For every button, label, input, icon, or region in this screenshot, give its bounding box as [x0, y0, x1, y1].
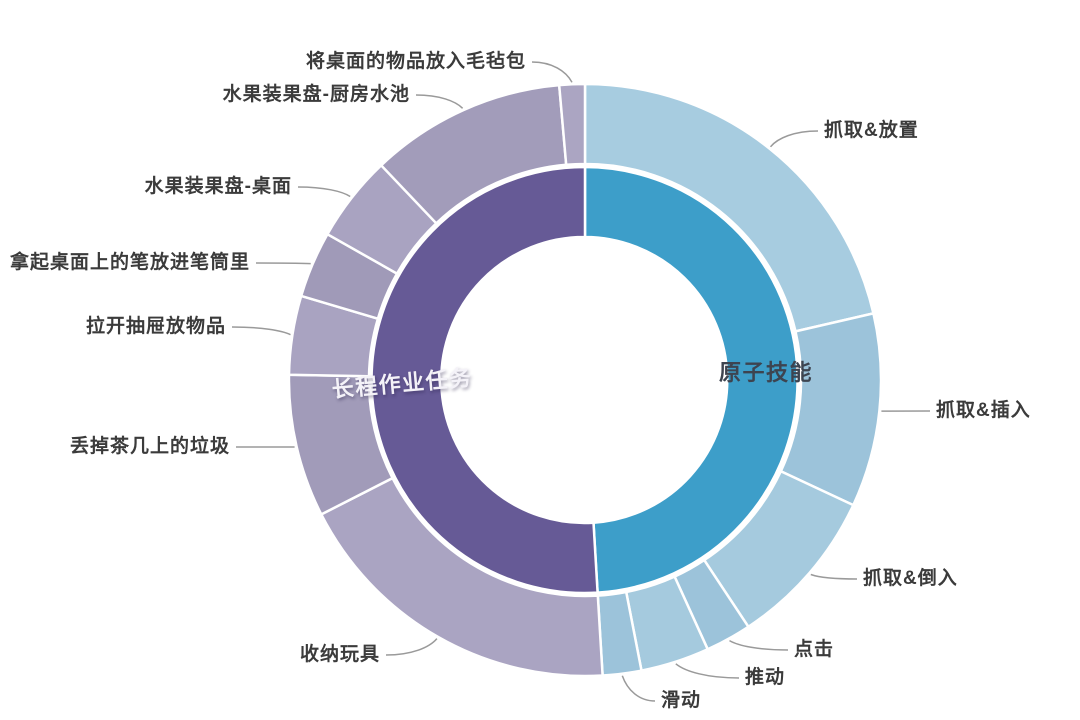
- leader-line-push: [675, 663, 740, 679]
- segment-label-put-pen-into-holder: 拿起桌面上的笔放进笔筒里: [9, 252, 250, 273]
- leader-line-fruit-plate-kitchen-sink: [415, 94, 464, 109]
- leader-line-click: [729, 639, 789, 651]
- inner-segment-long-horizon-tasks: [370, 165, 599, 595]
- leader-line-pick-and-pour: [810, 573, 858, 580]
- segment-label-fruit-plate-desktop: 水果装果盘-桌面: [144, 176, 292, 197]
- inner-segment-atomic-skills: [583, 165, 799, 594]
- segment-label-put-desktop-items-into-felt-bag: 将桌面的物品放入毛毡包: [305, 51, 526, 72]
- segment-label-slide: 滑动: [661, 690, 702, 711]
- segment-label-push: 推动: [745, 667, 786, 688]
- segment-label-store-toys: 收纳玩具: [299, 644, 380, 665]
- segment-label-open-drawer-put-items: 拉开抽屉放物品: [85, 316, 226, 337]
- leader-line-store-toys: [385, 638, 438, 656]
- segment-label-throw-trash-on-tea-table: 丢掉茶几上的垃圾: [69, 436, 230, 457]
- leader-line-put-pen-into-holder: [255, 262, 311, 265]
- segment-label-pick-and-pour: 抓取&倒入: [863, 568, 958, 589]
- leader-line-slide: [621, 675, 656, 702]
- segment-label-fruit-plate-kitchen-sink: 水果装果盘-厨房水池: [222, 84, 410, 105]
- segment-label-pick-and-insert: 抓取&插入: [936, 400, 1031, 421]
- leader-line-pick-and-place: [769, 130, 819, 148]
- leader-line-open-drawer-put-items: [231, 326, 291, 336]
- outer-segment-put-desktop-items-into-felt-bag: [557, 82, 587, 167]
- segment-label-pick-and-place: 抓取&放置: [824, 120, 919, 141]
- inner-ring-label-atomic-skills: 原子技能: [718, 360, 814, 385]
- leader-line-put-desktop-items-into-felt-bag: [531, 61, 573, 83]
- leader-line-fruit-plate-desktop: [297, 186, 351, 198]
- segment-label-click: 点击: [794, 639, 835, 660]
